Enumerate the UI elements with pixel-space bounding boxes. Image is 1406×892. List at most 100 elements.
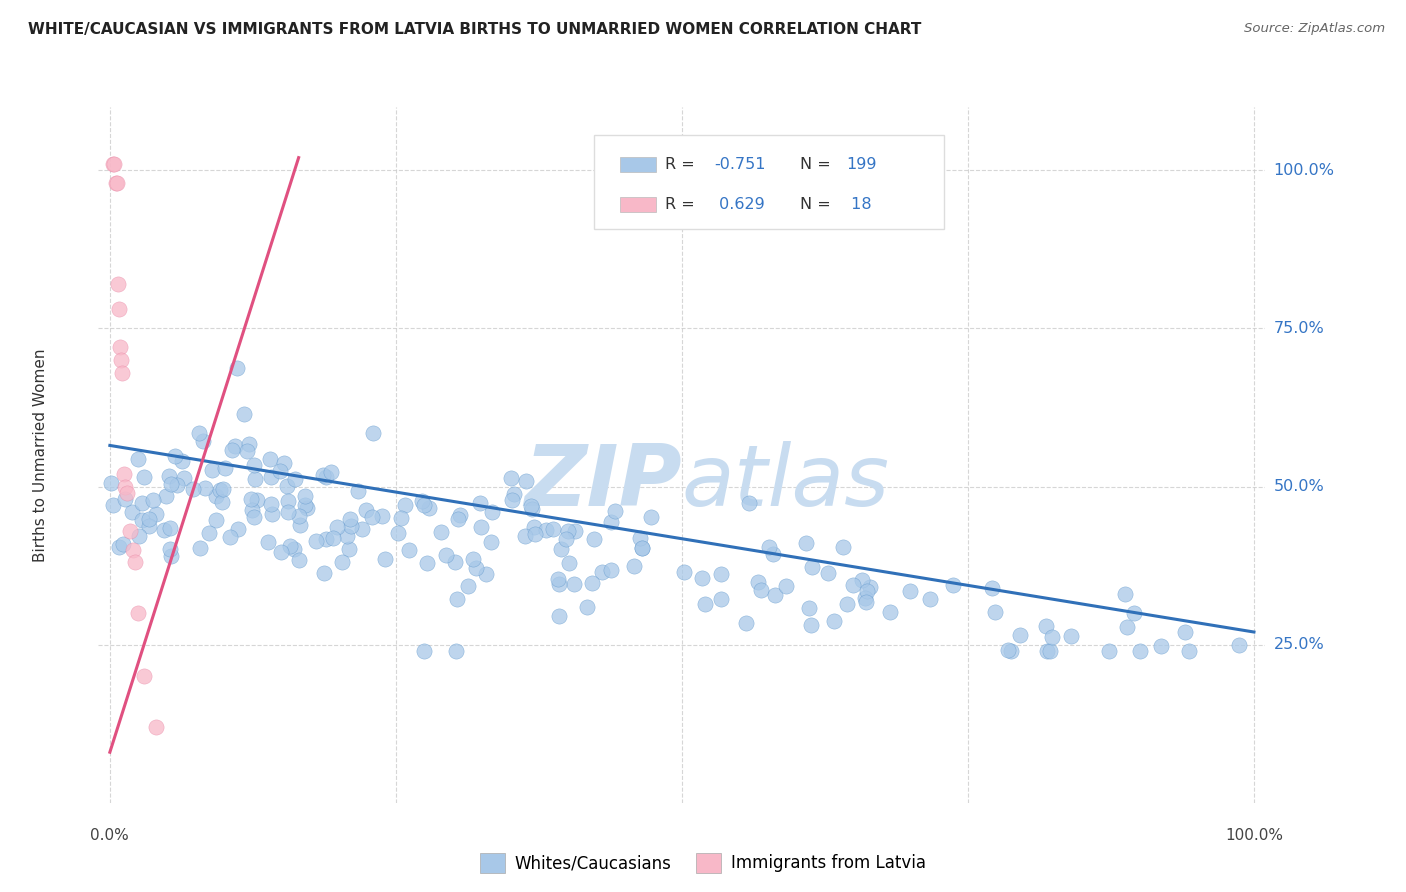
Point xyxy=(205,512,228,526)
Point xyxy=(628,531,651,545)
Point xyxy=(389,510,412,524)
Point xyxy=(256,534,278,549)
Point xyxy=(112,467,135,481)
Point xyxy=(479,534,502,549)
Point xyxy=(243,472,266,486)
Point xyxy=(1039,644,1062,658)
Point xyxy=(520,500,543,514)
Point xyxy=(277,493,299,508)
Text: R =: R = xyxy=(665,157,700,172)
Point xyxy=(747,575,769,590)
Point xyxy=(226,522,249,536)
Point xyxy=(374,551,396,566)
Point xyxy=(297,500,319,515)
Point xyxy=(350,522,373,536)
Text: 100.0%: 100.0% xyxy=(1274,163,1334,178)
Point xyxy=(108,340,131,354)
Text: -0.751: -0.751 xyxy=(714,157,766,172)
Point xyxy=(851,573,873,587)
Point xyxy=(398,543,420,558)
Point xyxy=(416,556,439,570)
Text: Source: ZipAtlas.com: Source: ZipAtlas.com xyxy=(1244,22,1385,36)
Point xyxy=(288,552,311,566)
Point xyxy=(564,524,586,539)
Point xyxy=(103,157,125,171)
Point xyxy=(501,493,523,508)
Point xyxy=(673,566,696,580)
Point xyxy=(831,541,853,555)
Point xyxy=(145,508,167,522)
Point xyxy=(124,556,146,570)
Text: N =: N = xyxy=(800,157,835,172)
Point xyxy=(142,492,165,507)
Point xyxy=(457,579,479,593)
Point xyxy=(208,483,231,498)
Point xyxy=(304,534,326,549)
Point xyxy=(775,579,797,593)
Point xyxy=(470,496,492,510)
Text: 100.0%: 100.0% xyxy=(1225,828,1282,843)
Point xyxy=(134,469,156,483)
Point xyxy=(214,461,236,475)
Point xyxy=(225,361,247,376)
Point xyxy=(503,486,526,500)
Point xyxy=(1098,644,1121,658)
Point xyxy=(354,503,377,517)
FancyBboxPatch shape xyxy=(595,135,945,229)
Text: 199: 199 xyxy=(846,157,877,172)
Point xyxy=(211,495,233,509)
Text: 50.0%: 50.0% xyxy=(1274,479,1324,494)
Point xyxy=(243,509,266,524)
Point xyxy=(737,495,759,509)
Point xyxy=(523,520,546,534)
Point xyxy=(524,526,547,541)
FancyBboxPatch shape xyxy=(620,196,657,212)
Point xyxy=(1178,644,1201,658)
Point xyxy=(555,532,578,546)
Point xyxy=(166,478,188,492)
Point xyxy=(111,366,134,380)
Point xyxy=(631,541,654,555)
Point xyxy=(315,532,337,546)
Point xyxy=(855,595,877,609)
Point xyxy=(997,643,1019,657)
Point xyxy=(794,536,817,550)
Point xyxy=(475,566,498,581)
Point xyxy=(205,489,228,503)
Point xyxy=(104,176,127,190)
Point xyxy=(219,530,242,544)
Point xyxy=(603,503,626,517)
Point xyxy=(387,526,409,541)
Point xyxy=(859,580,882,594)
Point xyxy=(170,453,193,467)
Point xyxy=(1122,607,1144,621)
Point xyxy=(1000,644,1022,658)
Point xyxy=(128,528,150,542)
Point xyxy=(277,505,299,519)
Point xyxy=(105,176,128,190)
Point xyxy=(273,456,295,470)
Point xyxy=(270,544,292,558)
Point xyxy=(191,434,214,449)
Point xyxy=(464,561,486,575)
Point xyxy=(481,505,503,519)
Legend: Whites/Caucasians, Immigrants from Latvia: Whites/Caucasians, Immigrants from Latvi… xyxy=(472,847,934,880)
Point xyxy=(1040,630,1063,644)
Point xyxy=(631,541,654,555)
Point xyxy=(260,497,283,511)
Point xyxy=(160,477,183,491)
Point xyxy=(449,508,471,522)
Point xyxy=(284,472,307,486)
Point xyxy=(856,584,879,599)
Text: 75.0%: 75.0% xyxy=(1274,321,1324,336)
Point xyxy=(340,519,363,533)
Text: WHITE/CAUCASIAN VS IMMIGRANTS FROM LATVIA BIRTHS TO UNMARRIED WOMEN CORRELATION : WHITE/CAUCASIAN VS IMMIGRANTS FROM LATVI… xyxy=(28,22,921,37)
Point xyxy=(842,578,865,592)
Point xyxy=(236,444,259,458)
Point xyxy=(444,555,467,569)
Point xyxy=(640,510,662,524)
Point xyxy=(121,542,143,557)
Point xyxy=(412,644,434,658)
Point xyxy=(1115,619,1137,633)
Point xyxy=(276,479,298,493)
